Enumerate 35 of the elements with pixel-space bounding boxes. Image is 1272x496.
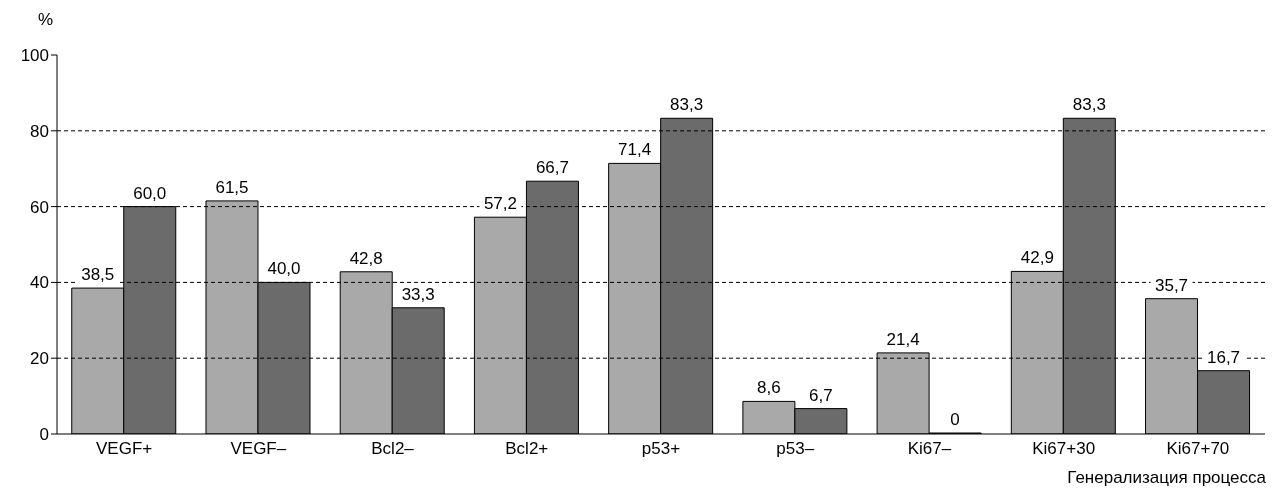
y-axis-title: % xyxy=(38,10,54,30)
data-label: 6,7 xyxy=(809,385,833,405)
data-label: 33,3 xyxy=(401,284,435,304)
data-label: 38,5 xyxy=(81,265,115,285)
data-label: 60,0 xyxy=(133,183,167,203)
data-label: 42,8 xyxy=(349,248,383,268)
x-tick-label: Ki67+70 xyxy=(1166,439,1230,459)
x-tick-label: Ki67– xyxy=(907,439,952,459)
x-tick-label: p53– xyxy=(776,439,815,459)
data-label: 21,4 xyxy=(886,329,920,349)
data-label: 35,7 xyxy=(1155,275,1189,295)
y-tick-label: 60 xyxy=(30,197,49,217)
data-label: 57,2 xyxy=(483,194,517,214)
x-tick-label: Ki67+30 xyxy=(1032,439,1096,459)
y-tick-label: 0 xyxy=(39,425,49,445)
data-label: 8,6 xyxy=(757,378,781,398)
x-tick-label: VEGF+ xyxy=(96,439,153,459)
data-label: 71,4 xyxy=(618,140,652,160)
data-label: 16,7 xyxy=(1207,347,1241,367)
data-label: 42,9 xyxy=(1020,248,1054,268)
data-label: 0 xyxy=(950,410,960,429)
data-label: 61,5 xyxy=(215,177,249,197)
x-tick-label: Bcl2+ xyxy=(505,439,549,459)
x-tick-label: VEGF– xyxy=(230,439,287,459)
x-tick-label: Bcl2– xyxy=(371,439,415,459)
data-label: 83,3 xyxy=(670,95,704,115)
x-axis-title: Генерализация процесса xyxy=(1067,468,1266,488)
data-label: 40,0 xyxy=(267,259,301,279)
data-label: 66,7 xyxy=(535,158,569,178)
data-label: 83,3 xyxy=(1072,95,1106,115)
y-tick-label: 100 xyxy=(20,46,49,66)
y-tick-label: 80 xyxy=(30,121,49,141)
y-tick-label: 40 xyxy=(30,273,49,293)
y-tick-label: 20 xyxy=(30,349,49,369)
x-tick-label: p53+ xyxy=(641,439,681,459)
